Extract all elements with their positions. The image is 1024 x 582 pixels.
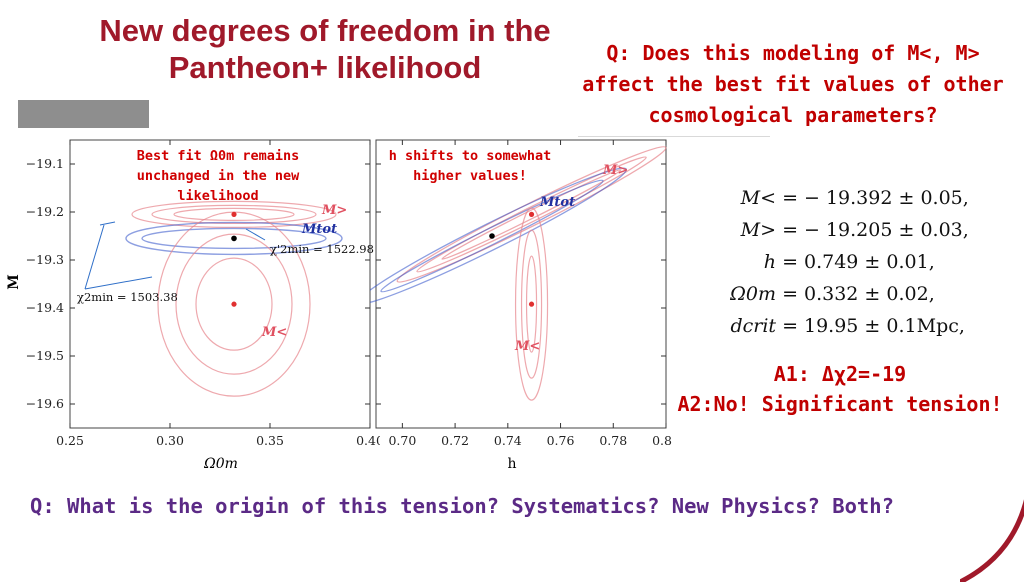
x-tick-label: 0.30: [156, 433, 184, 448]
divider-line: [578, 136, 770, 137]
contour-m-less: [520, 229, 543, 379]
plot-frame: [69, 139, 371, 429]
plot-omega-vs-M: M> Mtot M< 0.25 0.30 0.35 0.40 −19.1 −19.2 −19.3…: [6, 139, 380, 472]
annotation-arrow: [84, 224, 105, 290]
equation-rhs: − 19.392 ± 0.05,: [804, 187, 969, 209]
annotation-h-shift: h shifts to somewhat higher values!: [388, 148, 552, 184]
contour-m-tot: [380, 179, 604, 293]
x-axis-label: Ω0m: [203, 456, 238, 472]
contour-m-tot: [370, 167, 628, 305]
annotation-arrow: [245, 228, 266, 241]
x-tick-label: 0.80: [652, 433, 672, 448]
equation-lhs: M< =: [740, 187, 798, 209]
gray-placeholder-box: [18, 100, 149, 128]
best-fit-point-m-less: [231, 301, 237, 307]
equation-lhs: dcrit =: [730, 315, 798, 337]
ticks-group: 0.25 0.30 0.35 0.40 −19.1 −19.2 −19.3 −19.4 −19.…: [26, 140, 380, 448]
plot-frame: [375, 139, 667, 429]
equation-row: M> = − 19.205 ± 0.03,: [706, 214, 969, 246]
best-fit-point-m-less: [528, 301, 535, 307]
equation-rhs: 0.332 ± 0.02,: [804, 283, 935, 305]
y-tick-label: −19.5: [26, 348, 64, 363]
equation-row: h = 0.749 ± 0.01,: [706, 246, 956, 278]
equation-lhs: M> =: [740, 219, 798, 241]
corner-decoration: [960, 499, 1024, 582]
equation-rhs: 19.95 ± 0.1Mpc,: [804, 315, 965, 337]
annotation-omega-unchanged: Best fit Ω0m remains unchanged in the ne…: [136, 148, 300, 204]
best-fit-point-m-greater: [528, 211, 535, 217]
series-label-m-tot: Mtot: [539, 195, 575, 210]
equation-row: M< = − 19.392 ± 0.05,: [706, 182, 969, 214]
contour-m-greater: [441, 168, 622, 260]
x-tick-label: 0.76: [547, 433, 575, 448]
x-tick-label: 0.25: [56, 433, 84, 448]
x-tick-label: 0.74: [494, 433, 522, 448]
answer-2: A2:No! Significant tension!: [677, 392, 1003, 416]
contour-m-greater: [416, 156, 647, 273]
series-label-m-tot: Mtot: [301, 222, 337, 237]
contour-m-less: [525, 255, 538, 353]
equation-row: dcrit = 19.95 ± 0.1Mpc,: [706, 310, 964, 342]
chi-square-split-label: χ2min = 1503.38: [77, 290, 178, 304]
contour-m-greater: [131, 200, 337, 228]
contour-m-greater: [173, 207, 295, 221]
plot-h-vs-M: M> Mtot M< 0.70 0.72 0.74 0.76 0.78 0.80 h: [370, 139, 672, 472]
y-axis-label: M: [6, 274, 22, 290]
x-tick-label: 0.70: [388, 433, 416, 448]
question-bottom: Q: What is the origin of this tension? S…: [30, 494, 894, 518]
x-tick-label: 0.72: [441, 433, 469, 448]
equation-rhs: 0.749 ± 0.01,: [804, 251, 935, 273]
x-tick-label: 0.40: [356, 433, 380, 448]
x-axis-label: h: [507, 456, 516, 472]
slide-title: New degrees of freedom in the Pantheon+ …: [99, 13, 551, 85]
contour-m-less: [175, 233, 293, 375]
y-tick-label: −19.4: [26, 300, 64, 315]
best-fit-point-m-greater: [231, 211, 237, 217]
chi-square-tot-label: χ'2min = 1522.98: [270, 242, 374, 256]
annotation-arrow: [84, 276, 153, 290]
x-tick-label: 0.35: [256, 433, 284, 448]
contours-group: M> Mtot M<: [84, 200, 347, 397]
series-label-m-less: M<: [514, 339, 540, 354]
contour-m-less: [514, 207, 549, 401]
x-tick-label: 0.78: [599, 433, 627, 448]
contour-m-tot: [141, 227, 327, 250]
ticks-group: 0.70 0.72 0.74 0.76 0.78 0.80: [376, 140, 672, 448]
equation-rhs: − 19.205 ± 0.03,: [804, 219, 969, 241]
annotation-arrow: [99, 221, 116, 226]
contour-m-greater: [151, 204, 317, 224]
answer-1: A1: Δχ2=-19: [773, 362, 907, 386]
series-label-m-greater: M>: [602, 163, 628, 178]
series-label-m-less: M<: [261, 325, 287, 340]
contour-m-less: [195, 257, 273, 351]
equation-lhs: Ω0m =: [730, 283, 798, 305]
best-fit-equations: M< = − 19.392 ± 0.05, M> = − 19.205 ± 0.03…: [706, 182, 969, 342]
contours-group: M> Mtot M<: [370, 146, 667, 401]
best-fit-point-m-tot: [231, 235, 237, 242]
y-tick-label: −19.1: [26, 156, 64, 171]
question-top: Q: Does this modeling of M<, M> affect t…: [582, 41, 1004, 127]
series-label-m-greater: M>: [321, 203, 347, 218]
y-tick-label: −19.2: [26, 204, 64, 219]
equation-row: Ω0m = 0.332 ± 0.02,: [706, 278, 956, 310]
y-tick-label: −19.3: [26, 252, 64, 267]
equation-lhs: h =: [763, 251, 798, 273]
y-tick-label: −19.6: [26, 396, 64, 411]
contour-m-tot: [125, 221, 343, 256]
best-fit-point-m-tot: [489, 233, 495, 239]
